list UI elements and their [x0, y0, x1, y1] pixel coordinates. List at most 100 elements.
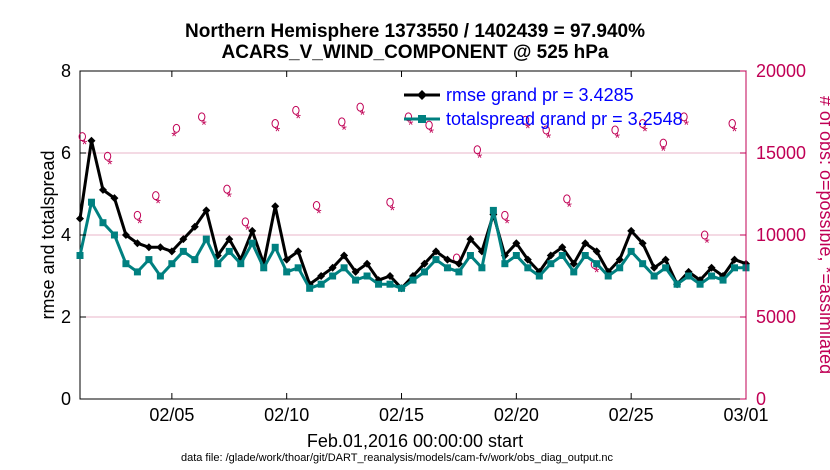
obs-assimilated-marker: * [107, 156, 113, 172]
obs-possible-marker [659, 138, 668, 148]
totalspread-point [352, 276, 360, 284]
rmse-point [98, 185, 107, 194]
obs-possible-marker [542, 125, 550, 135]
rmse-point [443, 255, 452, 264]
totalspread-point [283, 268, 291, 276]
obs-assimilated-marker: * [171, 128, 177, 144]
obs-assimilated-marker: * [341, 121, 347, 137]
obs-assimilated-marker: * [477, 149, 483, 165]
rmse-point [133, 239, 142, 248]
obs-possible-marker [312, 200, 321, 210]
totalspread-point [260, 264, 268, 272]
legend-spread-label: totalspread grand pr = 3.2548 [446, 109, 683, 129]
obs-possible-marker [680, 112, 688, 122]
obs-assimilated-marker: * [295, 110, 301, 126]
x-tick-label: 02/05 [149, 405, 194, 425]
rmse-point [340, 251, 349, 260]
totalspread-point [76, 252, 84, 259]
obs-assimilated-marker: * [155, 195, 161, 211]
totalspread-point [110, 231, 118, 239]
data-file-footer: data file: /glade/work/thoar/git/DART_re… [181, 452, 614, 464]
obs-assimilated-marker: * [704, 235, 710, 251]
obs-assimilated-marker: * [615, 130, 621, 146]
obs-possible-marker [700, 230, 709, 240]
obs-assimilated-marker: * [245, 221, 251, 237]
totalspread-point [466, 252, 474, 259]
y2-tick-label: 15000 [756, 143, 806, 163]
obs-assimilated-marker: * [316, 205, 322, 221]
totalspread-point [271, 243, 279, 251]
x-tick-label: 03/01 [723, 405, 768, 425]
totalspread-point [581, 252, 589, 259]
y-tick-label: 4 [61, 225, 71, 245]
totalspread-point [420, 268, 428, 276]
totalspread-point [248, 239, 256, 247]
totalspread-point [87, 198, 95, 206]
totalspread-point [662, 264, 670, 272]
obs-possible-marker [356, 102, 364, 112]
y2-tick-label: 5000 [756, 307, 796, 327]
obs-assimilated-marker: * [732, 123, 738, 139]
rmse-point [454, 259, 463, 268]
rmse-point [466, 235, 475, 244]
totalspread-point [535, 272, 543, 280]
legend-spread-marker [418, 115, 426, 123]
totalspread-point [627, 247, 635, 255]
rmse-point [558, 243, 567, 252]
rmse-point [144, 243, 153, 252]
totalspread-point [639, 260, 647, 268]
totalspread-point [731, 264, 739, 272]
obs-possible-marker [728, 118, 736, 128]
y2-axis-label: # of obs: o=possible, *=assimilated [816, 96, 830, 374]
obs-possible-marker [292, 105, 300, 115]
rmse-point [420, 259, 429, 268]
y-tick-label: 6 [61, 143, 71, 163]
obs-assimilated-marker: * [408, 116, 414, 132]
totalspread-point [593, 260, 601, 268]
totalspread-point [398, 284, 406, 292]
totalspread-point [317, 280, 325, 288]
y2-tick-label: 20000 [756, 61, 806, 81]
totalspread-point [650, 272, 658, 280]
obs-possible-marker [521, 115, 530, 125]
chart-title: Northern Hemisphere 1373550 / 1402439 = … [185, 21, 645, 42]
chart-subtitle: ACARS_V_WIND_COMPONENT @ 525 hPa [222, 42, 609, 63]
totalspread-point [478, 264, 486, 272]
rmse-point [638, 239, 647, 248]
obs-possible-marker [223, 184, 231, 194]
obs-possible-marker [611, 125, 619, 135]
rmse-point [271, 202, 280, 211]
y-tick-label: 2 [61, 307, 71, 327]
rmse-point [523, 255, 532, 264]
rmse-point [730, 255, 739, 264]
y-tick-label: 0 [61, 389, 71, 409]
obs-assimilated-marker: * [594, 264, 600, 280]
totalspread-point [179, 247, 187, 255]
legend: rmse grand pr = 3.4285 totalspread grand… [404, 85, 683, 129]
totalspread-point [673, 280, 681, 288]
rmse-point [87, 136, 96, 145]
totalspread-point [604, 272, 612, 280]
obs-assimilated-marker: * [360, 107, 366, 123]
totalspread-point [191, 256, 199, 264]
rmse-point [328, 263, 337, 272]
totalspread-point [386, 280, 394, 288]
rmse-point [581, 239, 590, 248]
rmse-point [121, 231, 130, 239]
y-tick-label: 8 [61, 61, 71, 81]
rmse-point [546, 251, 555, 260]
totalspread-point [719, 276, 727, 284]
totalspread-point [214, 260, 222, 268]
totalspread-point [202, 235, 210, 243]
obs-possible-marker [501, 210, 509, 220]
totalspread-point [145, 256, 153, 264]
totalspread-point [489, 206, 497, 214]
y2-tick-label: 0 [756, 389, 766, 409]
totalspread-point [616, 264, 624, 272]
totalspread-point [685, 272, 693, 280]
rmse-point [76, 214, 84, 223]
obs-assimilated-marker: * [429, 125, 435, 141]
obs-assimilated-marker: * [275, 123, 281, 139]
obs-assimilated-marker: * [82, 136, 88, 152]
